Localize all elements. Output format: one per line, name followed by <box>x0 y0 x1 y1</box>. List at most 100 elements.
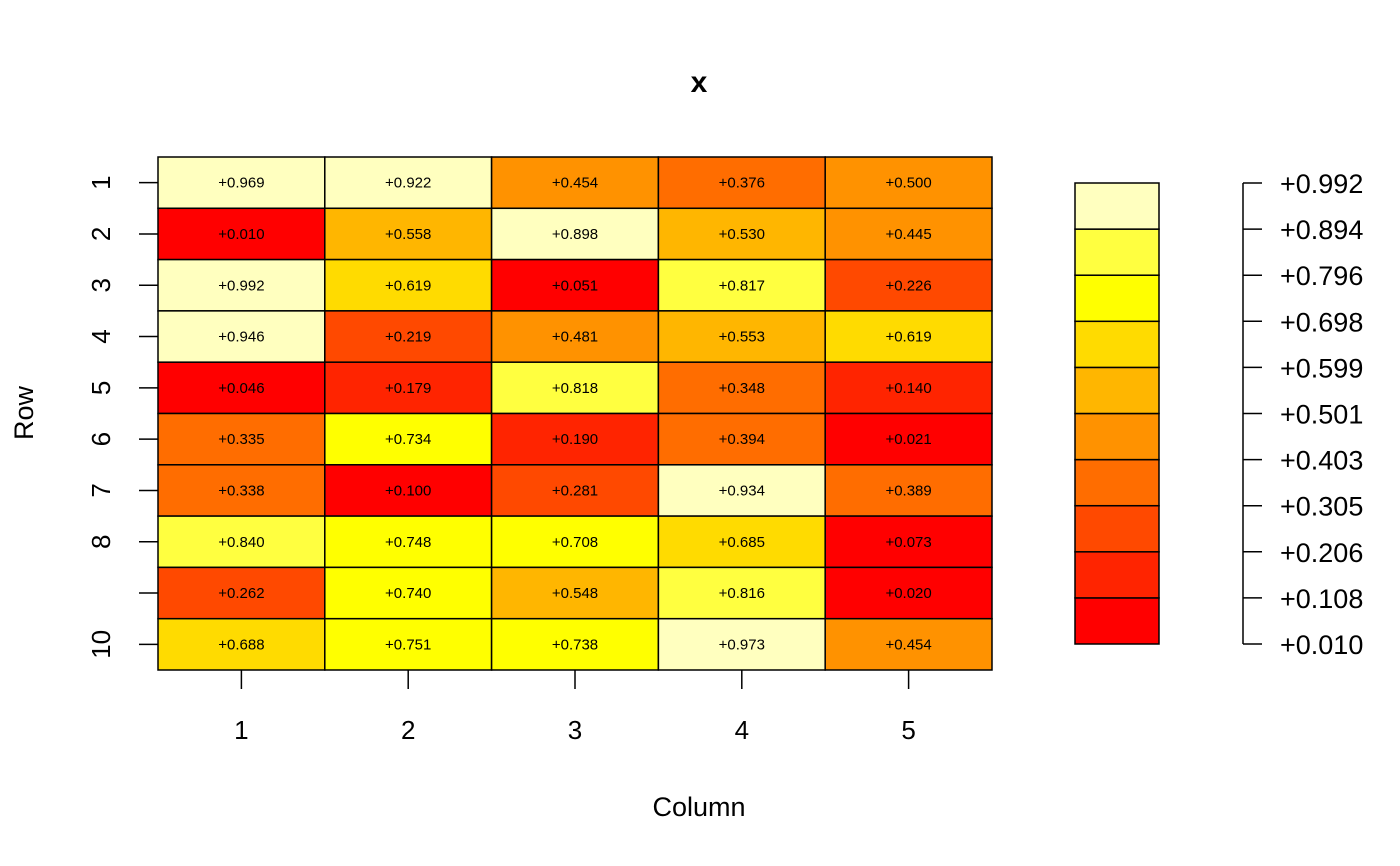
cell-value-label: +0.740 <box>385 585 431 602</box>
heatmap-cell <box>657 515 826 569</box>
cell-value-label: +0.817 <box>719 277 765 294</box>
legend-tick-label: +0.894 <box>1280 215 1363 245</box>
y-axis: 1 2 3 4 5 6 7 8 10 <box>86 175 158 659</box>
cell-value-label: +0.226 <box>885 277 931 294</box>
heatmap-cell <box>824 310 993 363</box>
cell-value-label: +0.973 <box>719 636 765 653</box>
legend-swatch <box>1074 366 1160 415</box>
heatmap-cell <box>824 361 993 415</box>
cell-value-label: +0.179 <box>385 380 431 397</box>
y-tick-label: 1 <box>86 175 116 189</box>
x-tick-label: 3 <box>568 715 582 745</box>
cell-value-label: +0.051 <box>552 277 598 294</box>
legend-tick-label: +0.403 <box>1280 446 1363 476</box>
cell-value-label: +0.548 <box>552 585 598 602</box>
cell-value-label: +0.946 <box>218 329 264 346</box>
y-tick-label: 2 <box>86 227 116 241</box>
cell-value-label: +0.338 <box>218 482 264 499</box>
y-tick-label: 6 <box>86 432 116 446</box>
cell-value-label: +0.558 <box>385 226 431 243</box>
heatmap-cell <box>490 310 660 363</box>
heatmap-cell <box>157 361 326 415</box>
heatmap-cell <box>490 412 660 466</box>
heatmap-cell <box>157 515 326 569</box>
cell-value-label: +0.619 <box>885 329 931 346</box>
heatmap-cell <box>490 617 660 671</box>
cell-value-label: +0.389 <box>885 482 931 499</box>
heatmap-cell <box>490 156 660 210</box>
cell-value-label: +0.335 <box>218 431 264 448</box>
cell-value-label: +0.688 <box>218 636 264 653</box>
cell-value-label: +0.021 <box>885 431 931 448</box>
heatmap-cell <box>824 412 993 466</box>
legend-swatch <box>1074 458 1160 507</box>
heatmap-cell <box>824 566 993 620</box>
heatmap-cells: +0.969 +0.922 +0.454 +0.376 +0.500 +0.010 +0.5… <box>157 156 993 671</box>
heatmap-cell <box>324 310 493 363</box>
cell-value-label: +0.454 <box>885 636 931 653</box>
legend-swatch <box>1074 504 1160 553</box>
heatmap-cell <box>324 258 493 312</box>
legend-swatch <box>1074 320 1160 369</box>
x-tick-label: 5 <box>901 715 915 745</box>
cell-value-label: +0.738 <box>552 636 598 653</box>
cell-value-label: +0.262 <box>218 585 264 602</box>
cell-value-label: +0.934 <box>719 482 765 499</box>
heatmap-cell <box>490 361 660 415</box>
heatmap-cell <box>657 412 826 466</box>
heatmap-cell <box>490 207 660 261</box>
cell-value-label: +0.073 <box>885 534 931 551</box>
legend-tick-label: +0.206 <box>1280 538 1363 568</box>
cell-value-label: +0.046 <box>218 380 264 397</box>
heatmap-cell <box>324 515 493 569</box>
heatmap-cell <box>324 361 493 415</box>
cell-value-label: +0.840 <box>218 534 264 551</box>
heatmap-cell <box>157 464 326 517</box>
y-tick-label: 10 <box>86 630 116 659</box>
legend-swatch <box>1074 551 1160 599</box>
y-tick-label: 5 <box>86 381 116 395</box>
cell-value-label: +0.376 <box>719 175 765 192</box>
legend-tick-label: +0.010 <box>1280 630 1363 660</box>
heatmap-cell <box>824 207 993 261</box>
cell-value-label: +0.685 <box>719 534 765 551</box>
legend-tick-label: +0.305 <box>1280 492 1363 522</box>
cell-value-label: +0.748 <box>385 534 431 551</box>
cell-value-label: +0.010 <box>218 226 264 243</box>
x-tick-label: 1 <box>234 715 248 745</box>
legend-tick-label: +0.501 <box>1280 400 1363 430</box>
cell-value-label: +0.020 <box>885 585 931 602</box>
heatmap-cell <box>824 617 993 671</box>
heatmap-cell <box>657 258 826 312</box>
legend-swatch <box>1074 182 1160 230</box>
cell-value-label: +0.140 <box>885 380 931 397</box>
legend-swatch <box>1074 412 1160 461</box>
y-tick-label: 7 <box>86 483 116 497</box>
cell-value-label: +0.454 <box>552 175 598 192</box>
legend-tick-label: +0.992 <box>1280 169 1363 199</box>
cell-value-label: +0.394 <box>719 431 765 448</box>
color-legend: +0.992 +0.894 +0.796 +0.698 +0.599 +0.501 +0.4… <box>1074 169 1363 660</box>
heatmap-cell <box>657 617 826 671</box>
y-tick-label: 8 <box>86 535 116 549</box>
cell-value-label: +0.445 <box>885 226 931 243</box>
heatmap-cell <box>157 617 326 671</box>
cell-value-label: +0.100 <box>385 482 431 499</box>
chart-title: x <box>691 66 708 99</box>
heatmap-cell <box>324 412 493 466</box>
legend-swatch <box>1074 274 1160 323</box>
legend-tick-label: +0.796 <box>1280 261 1363 291</box>
cell-value-label: +0.219 <box>385 329 431 346</box>
cell-value-label: +0.708 <box>552 534 598 551</box>
cell-value-label: +0.281 <box>552 482 598 499</box>
heatmap-cell <box>490 566 660 620</box>
cell-value-label: +0.816 <box>719 585 765 602</box>
cell-value-label: +0.553 <box>719 329 765 346</box>
cell-value-label: +0.481 <box>552 329 598 346</box>
cell-value-label: +0.969 <box>218 175 264 192</box>
legend-swatch <box>1074 597 1160 645</box>
cell-value-label: +0.500 <box>885 175 931 192</box>
legend-tick-label: +0.599 <box>1280 353 1363 383</box>
cell-value-label: +0.751 <box>385 636 431 653</box>
